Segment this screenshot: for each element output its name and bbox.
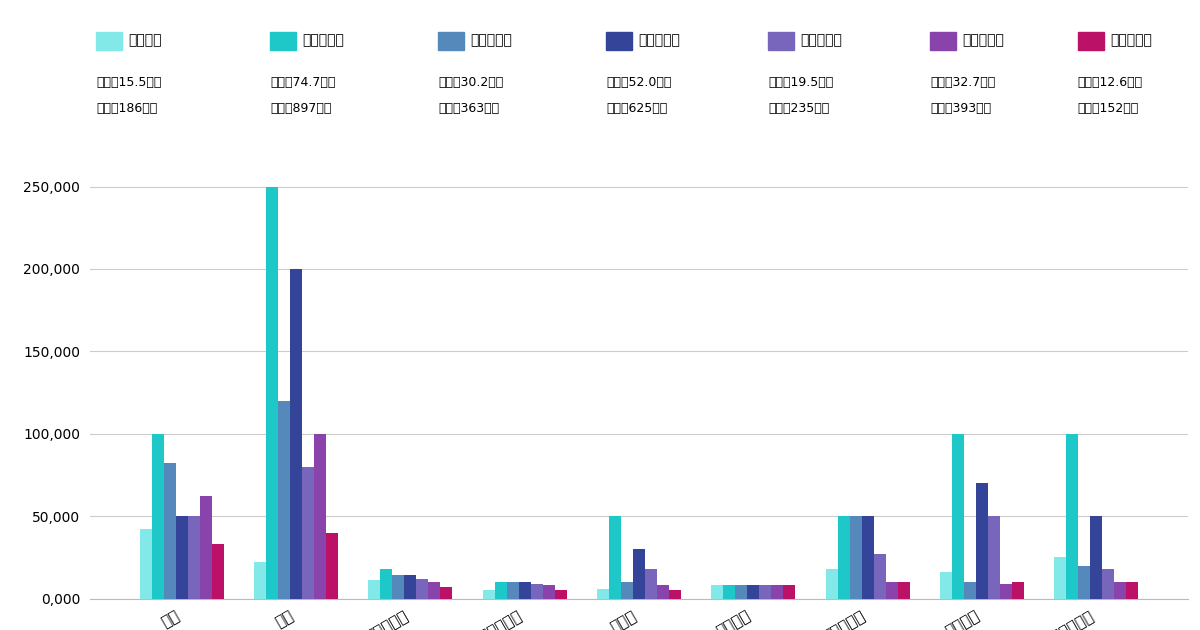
Bar — [164, 464, 176, 598]
Bar — [1054, 558, 1066, 598]
Text: 年額：363万円: 年額：363万円 — [438, 102, 499, 115]
Text: 年額：186万円: 年額：186万円 — [96, 102, 157, 115]
Bar — [898, 582, 910, 598]
Bar — [760, 585, 772, 598]
Bar — [482, 590, 494, 598]
Bar — [392, 575, 404, 598]
Bar — [278, 401, 290, 598]
Bar — [380, 569, 392, 598]
Text: 月額：74.7万円: 月額：74.7万円 — [270, 76, 335, 89]
Bar — [668, 590, 680, 598]
Bar — [874, 554, 886, 598]
Bar — [1000, 583, 1012, 598]
Bar — [188, 516, 200, 598]
Bar — [302, 467, 314, 598]
Bar — [736, 585, 748, 598]
Bar — [634, 549, 644, 598]
Text: 月額：12.6万円: 月額：12.6万円 — [1078, 76, 1142, 89]
Bar — [610, 516, 622, 598]
Text: 全国平均: 全国平均 — [128, 33, 162, 47]
Bar — [542, 585, 554, 598]
Text: 年額：393万円: 年額：393万円 — [930, 102, 991, 115]
Bar — [826, 569, 838, 598]
Bar — [404, 575, 416, 598]
Bar — [494, 582, 506, 598]
Bar — [862, 516, 874, 598]
Bar — [506, 582, 518, 598]
Text: 年額：235万円: 年額：235万円 — [768, 102, 829, 115]
Bar — [644, 569, 656, 598]
Bar — [772, 585, 784, 598]
Bar — [212, 544, 224, 598]
Text: 都心／質素: 都心／質素 — [470, 33, 512, 47]
Bar — [1102, 569, 1114, 598]
Bar — [1090, 516, 1102, 598]
Bar — [724, 585, 736, 598]
Bar — [1078, 566, 1090, 598]
Text: 月額：30.2万円: 月額：30.2万円 — [438, 76, 503, 89]
Bar — [1012, 582, 1024, 598]
Bar — [886, 582, 898, 598]
Text: 月額：19.5万円: 月額：19.5万円 — [768, 76, 833, 89]
Bar — [598, 588, 610, 598]
Bar — [530, 583, 542, 598]
Bar — [1066, 433, 1078, 598]
Bar — [254, 562, 266, 598]
Bar — [368, 580, 380, 598]
Text: 年額：152万円: 年額：152万円 — [1078, 102, 1139, 115]
Bar — [748, 585, 760, 598]
Bar — [266, 186, 278, 598]
Bar — [554, 590, 566, 598]
Bar — [200, 496, 212, 598]
Text: 郊外／豊か: 郊外／豊か — [638, 33, 680, 47]
Bar — [1114, 582, 1126, 598]
Bar — [838, 516, 850, 598]
Bar — [656, 585, 668, 598]
Bar — [176, 516, 188, 598]
Bar — [428, 582, 440, 598]
Text: 年額：625万円: 年額：625万円 — [606, 102, 667, 115]
Bar — [1126, 582, 1138, 598]
Bar — [416, 579, 428, 598]
Bar — [712, 585, 724, 598]
Bar — [518, 582, 530, 598]
Text: 都心／豊か: 都心／豊か — [302, 33, 344, 47]
Bar — [964, 582, 976, 598]
Bar — [940, 572, 952, 598]
Bar — [314, 433, 326, 598]
Bar — [152, 433, 164, 598]
Text: 月額：52.0万円: 月額：52.0万円 — [606, 76, 671, 89]
Bar — [140, 529, 152, 598]
Bar — [784, 585, 796, 598]
Bar — [622, 582, 634, 598]
Bar — [952, 433, 964, 598]
Text: 月額：15.5万円: 月額：15.5万円 — [96, 76, 161, 89]
Text: 郊外／質素: 郊外／質素 — [800, 33, 842, 47]
Text: 月額：32.7万円: 月額：32.7万円 — [930, 76, 995, 89]
Bar — [326, 532, 338, 598]
Bar — [440, 587, 452, 598]
Bar — [976, 483, 988, 598]
Text: 地方／豊か: 地方／豊か — [962, 33, 1004, 47]
Bar — [290, 269, 302, 598]
Bar — [988, 516, 1000, 598]
Bar — [850, 516, 862, 598]
Text: 地方／質素: 地方／質素 — [1110, 33, 1152, 47]
Text: 年額：897万円: 年額：897万円 — [270, 102, 331, 115]
